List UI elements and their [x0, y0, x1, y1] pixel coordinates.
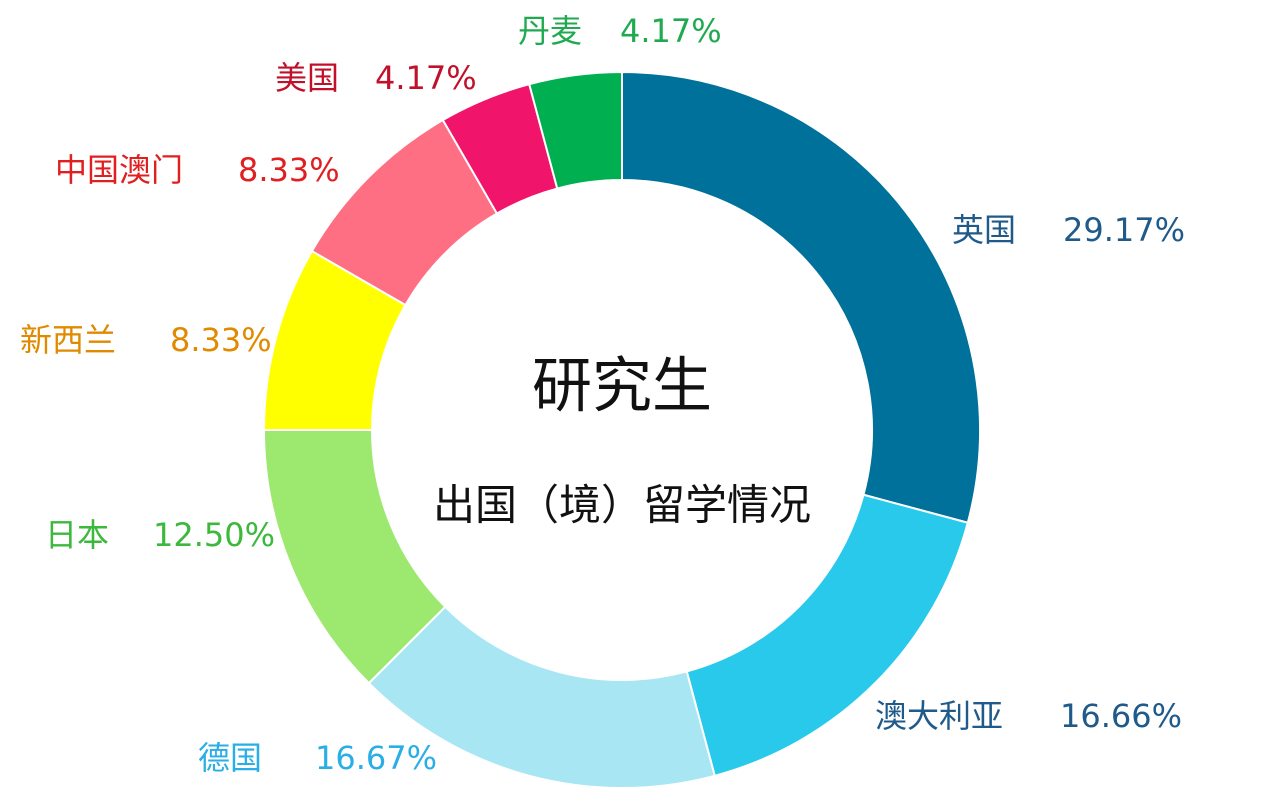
category-label: 日本	[45, 516, 109, 554]
category-label: 德国	[198, 739, 262, 777]
value-label: 16.66%	[1060, 697, 1182, 735]
chart-subtitle: 出国（境）留学情况	[433, 481, 811, 530]
category-label: 美国	[275, 59, 339, 97]
slice	[621, 70, 981, 524]
value-label: 8.33%	[170, 321, 272, 359]
category-label: 丹麦	[518, 12, 582, 50]
slice	[528, 70, 623, 190]
category-label: 中国澳门	[55, 151, 183, 189]
value-label: 16.67%	[315, 739, 437, 777]
slices: 英国 29.17% 澳大利亚 16.66% 德国 16.67% 日本 12.50% 新西兰 8.3…	[20, 12, 1185, 789]
value-label: 29.17%	[1063, 211, 1185, 249]
value-label: 4.17%	[375, 59, 477, 97]
value-label: 4.17%	[620, 12, 722, 50]
category-label: 新西兰	[20, 321, 116, 359]
category-label: 英国	[952, 211, 1016, 249]
value-label: 12.50%	[153, 516, 275, 554]
chart-title: 研究生	[532, 352, 712, 422]
category-label: 澳大利亚	[875, 697, 1003, 735]
value-label: 8.33%	[238, 151, 340, 189]
